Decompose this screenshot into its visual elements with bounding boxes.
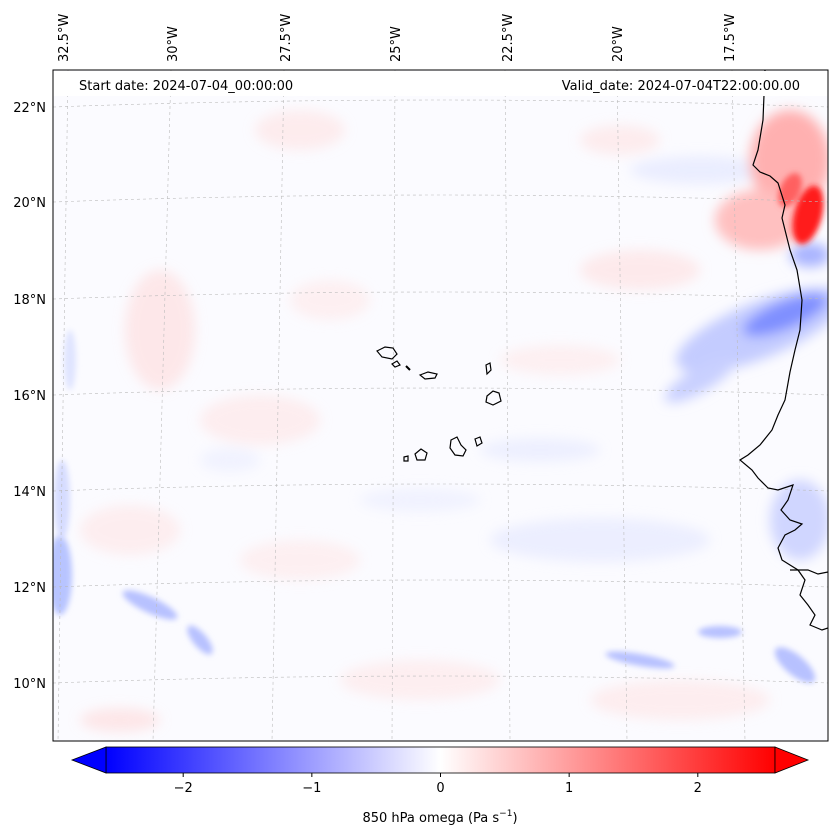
header-strip (53, 71, 828, 96)
lon-tick-label: 20°W (611, 26, 626, 62)
lat-tick-label: 16°N (13, 389, 46, 404)
colorbar: −2 −1 0 1 2 850 hPa omega (Pa s−1) (70, 746, 810, 826)
lon-tick-label: 27.5°W (279, 14, 294, 62)
island-sao-vicente (391, 360, 401, 368)
omega-field (53, 110, 828, 732)
colorbar-gradient (105, 746, 776, 774)
lat-tick-label: 18°N (13, 293, 46, 308)
lon-tick-label: 30°W (166, 26, 181, 62)
colorbar-tick-label: −2 (174, 781, 193, 796)
lat-tick-label: 14°N (13, 485, 46, 500)
island-fogo (414, 448, 428, 461)
lat-tick-label: 10°N (13, 677, 46, 692)
colorbar-tick-label: 1 (565, 781, 573, 796)
colorbar-label: 850 hPa omega (Pa s−1) (362, 809, 517, 826)
valid-date-label: Valid_date: 2024-07-04T22:00:00.00 (562, 79, 800, 94)
island-sao-nicolau (418, 371, 438, 380)
island-maio (474, 436, 483, 447)
colorbar-tick-label: −1 (302, 781, 321, 796)
lon-tick-label: 17.5°W (723, 14, 738, 62)
island-santiago (449, 436, 467, 457)
colorbar-tick-label: 2 (694, 781, 702, 796)
graticule (53, 70, 828, 741)
longitude-axis: 32.5°W 30°W 27.5°W 25°W 22.5°W 20°W 17.5… (57, 14, 738, 62)
start-date-label: Start date: 2024-07-04_00:00:00 (79, 79, 293, 94)
african-coastline (738, 70, 828, 631)
map-panel: Start date: 2024-07-04_00:00:00 Valid_da… (52, 69, 829, 742)
island-brava (403, 455, 409, 462)
lat-tick-label: 22°N (13, 101, 46, 116)
lon-tick-label: 32.5°W (57, 14, 72, 62)
coastlines (376, 70, 828, 631)
lat-tick-label: 20°N (13, 196, 46, 211)
colorbar-max-extend (774, 746, 810, 774)
lat-tick-label: 12°N (13, 581, 46, 596)
colorbar-tick-label: 0 (436, 781, 444, 796)
colorbar-min-extend (70, 746, 107, 774)
island-boa-vista (485, 390, 502, 406)
map-frame (52, 69, 829, 742)
island-santo-antao (376, 346, 398, 360)
lon-tick-label: 22.5°W (501, 14, 516, 62)
lon-tick-label: 25°W (389, 26, 404, 62)
latitude-axis: 22°N 20°N 18°N 16°N 14°N 12°N 10°N (13, 101, 46, 692)
island-sal (485, 362, 492, 376)
